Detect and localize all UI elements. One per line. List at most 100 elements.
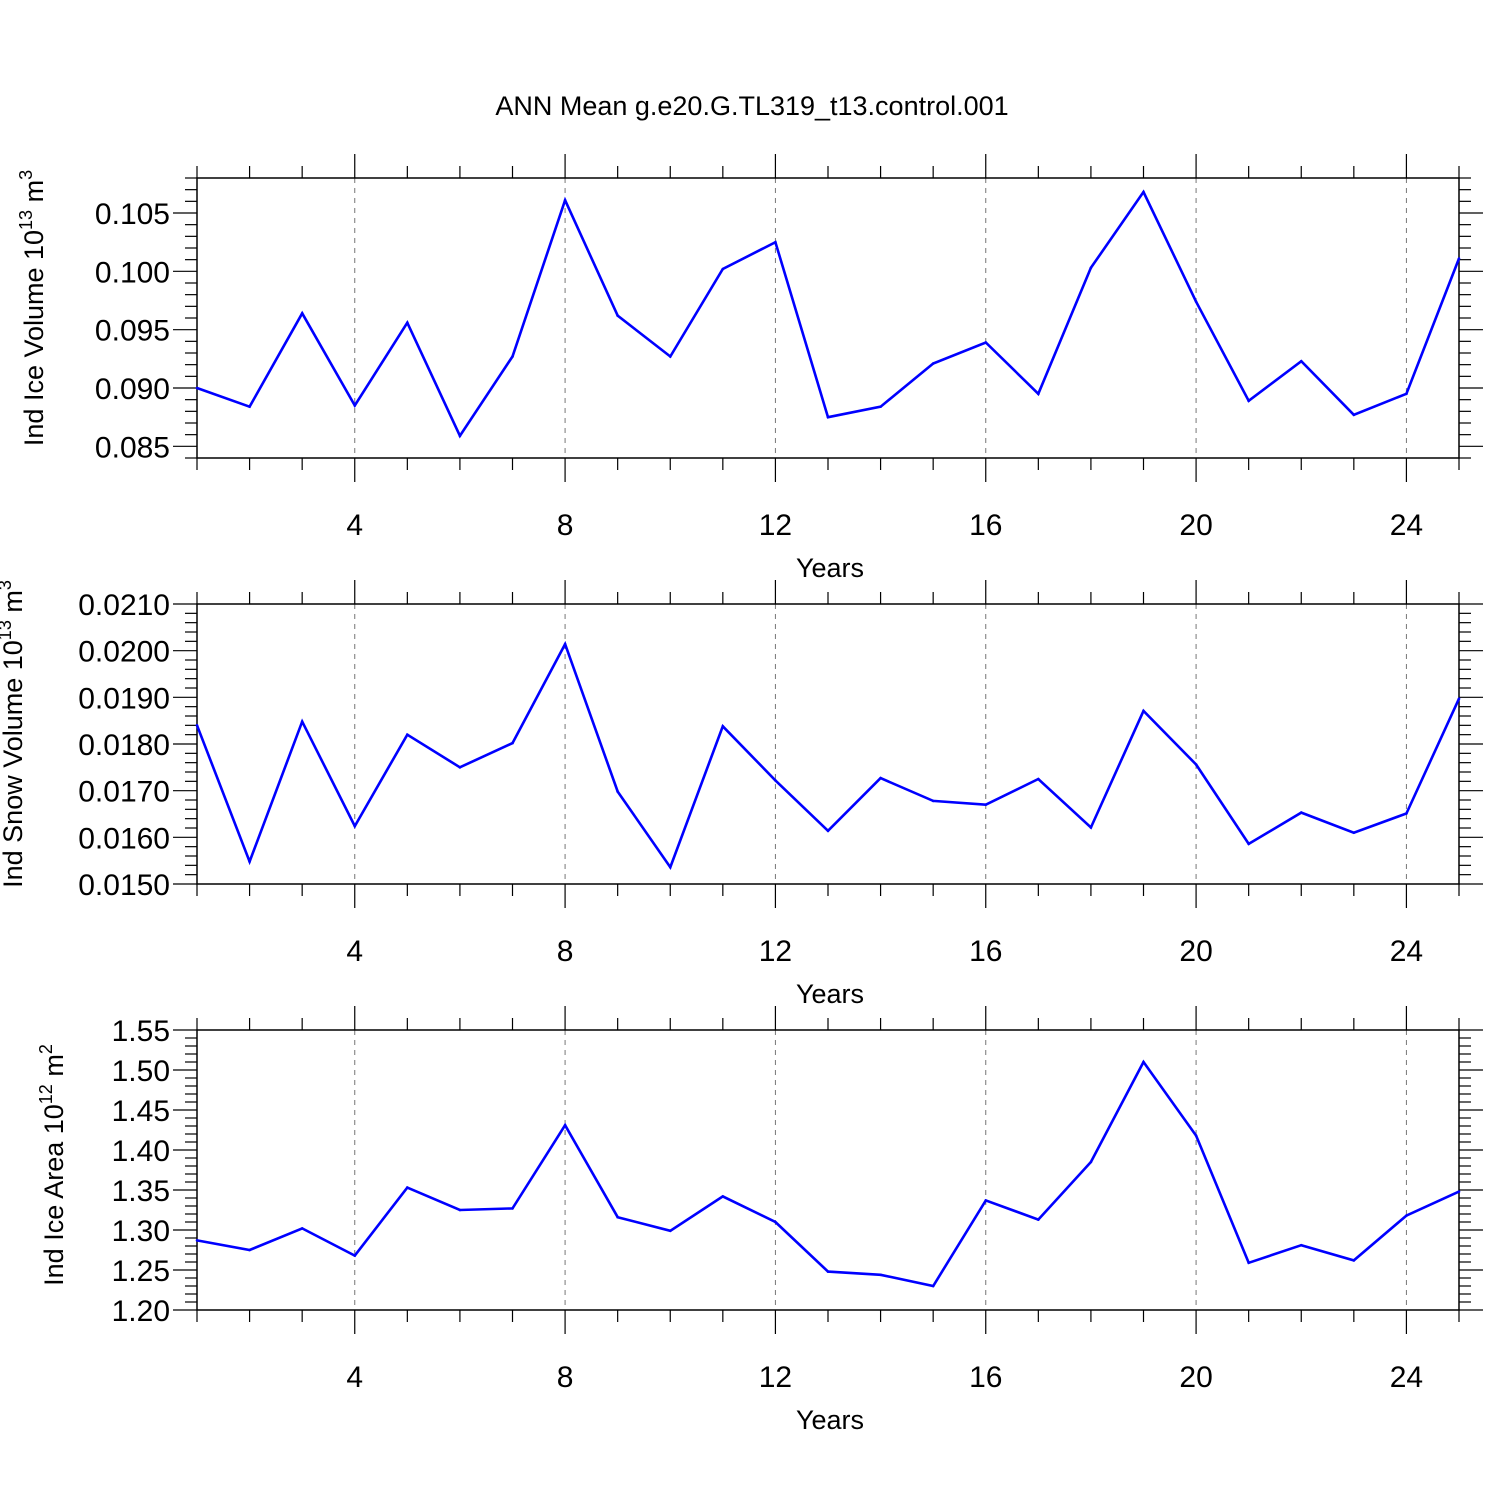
- data-point: [1247, 1261, 1250, 1265]
- panel-3: 4 8 12 16 20 24 1.20 1.25 1.30 1.35 1.40 1.45 1.50 1.…: [36, 1006, 1483, 1435]
- data-point: [1037, 392, 1040, 396]
- data-point: [353, 404, 357, 407]
- x-tick-label: 16: [969, 1361, 1002, 1394]
- y-axis-title-part: Ind Snow Volume 10: [0, 640, 28, 888]
- y-tick-label: 0.0160: [78, 822, 170, 855]
- data-point: [1037, 777, 1040, 781]
- data-point: [1405, 812, 1408, 815]
- data-point: [563, 642, 567, 646]
- data-point: [1352, 831, 1356, 834]
- y-axis-title: Ind Ice Volume 1013 m3: [16, 170, 49, 446]
- data-point: [195, 386, 199, 390]
- data-point: [879, 776, 882, 780]
- data-point: [1142, 190, 1145, 194]
- y-axis-title-part: 3: [0, 580, 15, 590]
- y-tick-label: 0.090: [95, 373, 170, 406]
- data-point: [1405, 1214, 1408, 1217]
- data-point: [721, 267, 725, 271]
- data-point: [879, 405, 882, 408]
- x-tick-label: 20: [1179, 1361, 1212, 1394]
- data-point: [353, 824, 357, 828]
- y-tick-label: 1.30: [112, 1215, 170, 1248]
- data-point: [406, 733, 409, 736]
- y-axis-title-part: Ind Ice Area 10: [39, 1104, 69, 1286]
- x-tick-label: 8: [557, 509, 574, 542]
- data-point: [1089, 826, 1093, 829]
- y-tick-label: 0.085: [95, 431, 170, 464]
- y-tick-label: 0.0210: [78, 589, 170, 622]
- y-tick-label: 0.0180: [78, 729, 170, 762]
- x-axis-title: Years: [796, 553, 864, 583]
- y-tick-label: 1.55: [112, 1015, 170, 1048]
- y-tick-label: 1.20: [112, 1295, 170, 1328]
- data-point: [721, 1195, 725, 1198]
- x-tick-label: 24: [1390, 935, 1423, 968]
- x-tick-label: 4: [346, 509, 363, 542]
- y-axis-title-part: 3: [16, 170, 36, 180]
- data-point: [931, 1284, 935, 1288]
- plot-frame: [196, 177, 1460, 459]
- data-point: [1299, 1243, 1303, 1247]
- x-tick-label: 20: [1179, 935, 1212, 968]
- y-tick-label: 1.50: [112, 1055, 170, 1088]
- data-point: [300, 312, 304, 315]
- data-point: [826, 1270, 830, 1273]
- x-axis-title: Years: [796, 979, 864, 1009]
- x-tick-label: 8: [557, 935, 574, 968]
- data-point: [826, 415, 830, 419]
- series-line: [195, 640, 1461, 870]
- data-point: [1194, 300, 1198, 303]
- data-point: [458, 1208, 462, 1212]
- y-axis-title: Ind Snow Volume 1013 m3: [0, 580, 28, 888]
- data-point: [1247, 842, 1250, 846]
- data-point: [1299, 359, 1303, 363]
- data-point: [1142, 1060, 1145, 1064]
- data-point: [668, 1229, 672, 1233]
- data-point: [931, 799, 935, 803]
- data-point: [511, 741, 514, 745]
- data-point: [616, 790, 619, 793]
- y-axis-title-part: m: [39, 1054, 69, 1084]
- data-point: [1457, 257, 1461, 260]
- data-point: [1194, 1134, 1198, 1137]
- data-point: [931, 362, 935, 365]
- data-point: [511, 1207, 514, 1210]
- data-point: [616, 314, 619, 317]
- data-point: [984, 1199, 988, 1202]
- data-point: [406, 1186, 409, 1189]
- x-tick-label: 12: [759, 1361, 792, 1394]
- data-point: [248, 860, 251, 863]
- y-axis-title-part: m: [19, 180, 49, 210]
- y-axis-title-part: 2: [36, 1044, 56, 1054]
- data-point: [300, 720, 304, 723]
- x-tick-label: 12: [759, 509, 792, 542]
- data-point: [1352, 413, 1356, 417]
- y-axis-title: Ind Ice Area 1012 m2: [36, 1044, 69, 1286]
- data-point: [195, 1239, 199, 1242]
- data-point: [1194, 763, 1198, 766]
- y-axis-title-part: m: [0, 590, 28, 620]
- chart-title: ANN Mean g.e20.G.TL319_t13.control.001: [495, 91, 1008, 121]
- y-tick-label: 0.095: [95, 315, 170, 348]
- data-point: [563, 198, 567, 202]
- data-point: [248, 1248, 251, 1252]
- x-tick-label: 24: [1390, 1361, 1423, 1394]
- x-tick-label: 16: [969, 509, 1002, 542]
- data-point: [353, 1254, 357, 1257]
- data-point: [458, 434, 462, 438]
- data-point: [248, 405, 251, 408]
- y-tick-label: 0.0200: [78, 636, 170, 669]
- series-line: [196, 1059, 1460, 1288]
- data-point: [879, 1273, 882, 1277]
- chart-panels: 4 8 12 16 20 240.0850.0900.0950.1000.105Years…: [0, 154, 1483, 1435]
- data-point: [774, 240, 777, 244]
- data-point: [1037, 1218, 1040, 1221]
- x-tick-label: 12: [759, 935, 792, 968]
- x-axis-title: Years: [796, 1405, 864, 1435]
- data-point: [774, 779, 777, 782]
- data-point: [984, 803, 988, 806]
- data-point: [1247, 399, 1250, 403]
- data-point: [300, 1227, 304, 1230]
- y-tick-label: 1.35: [112, 1175, 170, 1208]
